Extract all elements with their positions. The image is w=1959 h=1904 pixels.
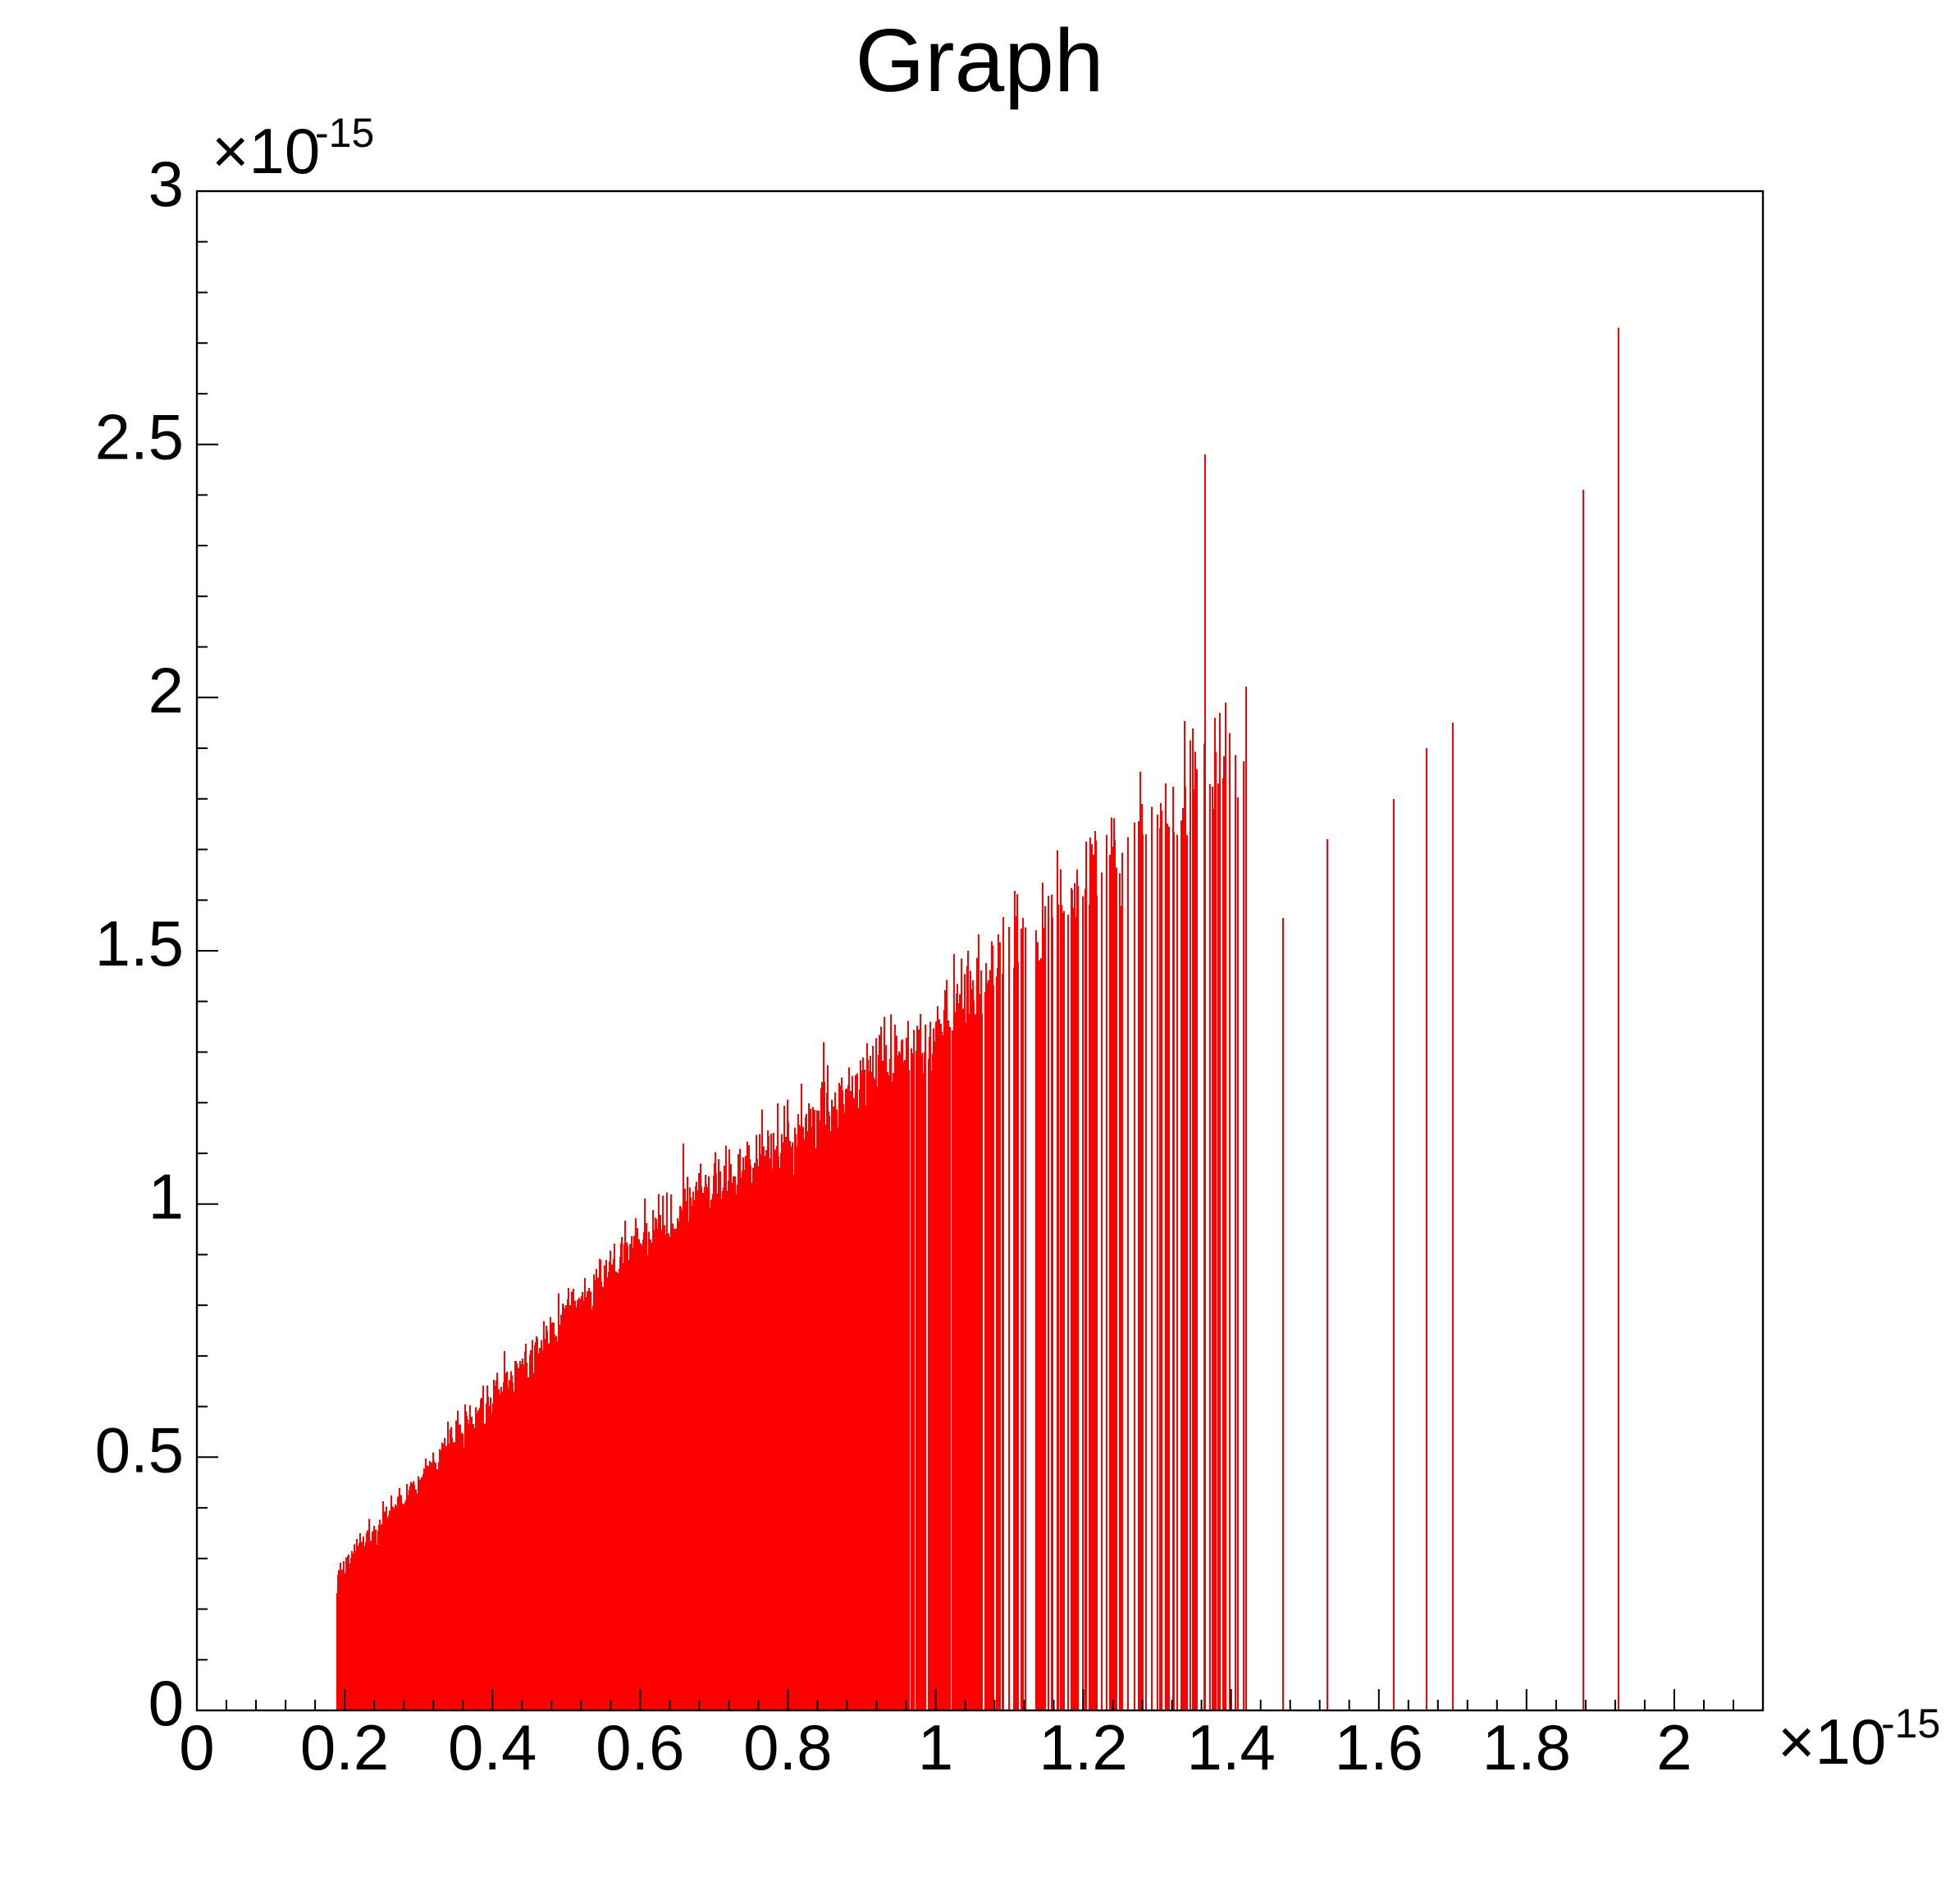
svg-text:2: 2 — [1656, 1711, 1692, 1783]
svg-text:-15: -15 — [315, 110, 374, 156]
svg-text:0.8: 0.8 — [743, 1711, 832, 1783]
svg-text:Graph: Graph — [856, 11, 1104, 111]
svg-text:0.2: 0.2 — [300, 1711, 389, 1783]
svg-text:×10: ×10 — [212, 115, 320, 187]
svg-text:1.6: 1.6 — [1335, 1711, 1423, 1783]
svg-text:0.5: 0.5 — [95, 1413, 184, 1486]
svg-text:1: 1 — [148, 1161, 184, 1233]
svg-text:0.4: 0.4 — [448, 1711, 537, 1783]
svg-text:0: 0 — [179, 1711, 214, 1783]
svg-text:×10: ×10 — [1778, 1705, 1886, 1778]
svg-text:2: 2 — [148, 654, 184, 726]
svg-text:1.5: 1.5 — [95, 907, 184, 979]
svg-text:-15: -15 — [1881, 1701, 1940, 1746]
svg-text:0.6: 0.6 — [596, 1711, 684, 1783]
svg-text:1.4: 1.4 — [1186, 1711, 1275, 1783]
svg-text:1.8: 1.8 — [1482, 1711, 1571, 1783]
svg-text:3: 3 — [148, 148, 184, 220]
svg-text:1: 1 — [918, 1711, 953, 1783]
svg-text:2.5: 2.5 — [95, 401, 184, 473]
svg-text:0: 0 — [148, 1667, 184, 1739]
svg-text:1.2: 1.2 — [1039, 1711, 1127, 1783]
